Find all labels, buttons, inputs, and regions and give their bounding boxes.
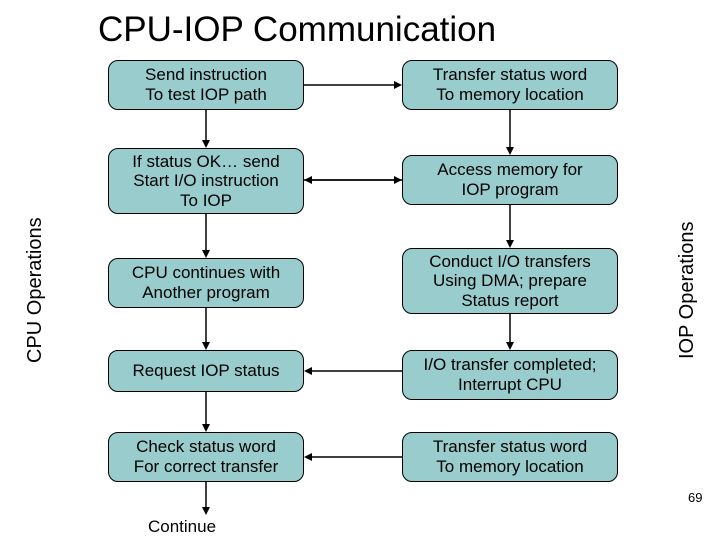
box-send-instruction: Send instruction To test IOP path — [108, 60, 304, 110]
box-transfer-status-2: Transfer status word To memory location — [402, 432, 618, 482]
continue-label: Continue — [148, 517, 216, 537]
diagram-stage: CPU-IOP Communication CPU Operations IOP… — [0, 0, 720, 540]
box-access-memory: Access memory for IOP program — [402, 155, 618, 205]
iop-operations-label: IOP Operations — [676, 190, 699, 390]
box-io-completed: I/O transfer completed; Interrupt CPU — [402, 350, 618, 400]
box-check-status-word: Check status word For correct transfer — [108, 432, 304, 482]
box-transfer-status-1: Transfer status word To memory location — [402, 60, 618, 110]
box-request-iop-status: Request IOP status — [108, 350, 304, 392]
box-cpu-continues: CPU continues with Another program — [108, 258, 304, 308]
page-number: 69 — [688, 490, 702, 505]
cpu-operations-label: CPU Operations — [24, 190, 47, 390]
box-conduct-io: Conduct I/O transfers Using DMA; prepare… — [402, 248, 618, 314]
page-title: CPU-IOP Communication — [98, 10, 496, 50]
box-if-status-ok: If status OK… send Start I/O instruction… — [108, 148, 304, 214]
